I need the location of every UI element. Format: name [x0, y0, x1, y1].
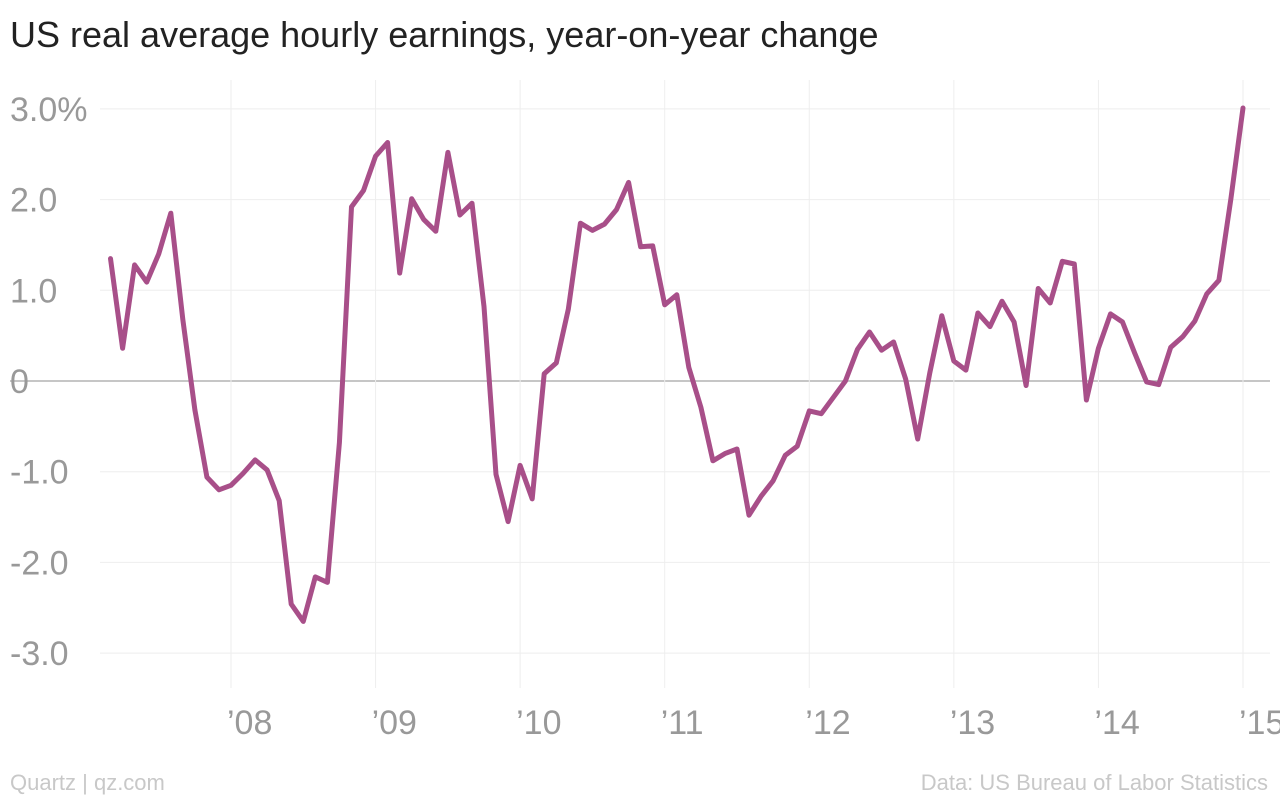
axis-labels: -3.0 -2.0 -1.0 0 1.0 2.0 3.0% ’08 ’09 ’10 ’11 ’12 ’1… [10, 91, 1280, 742]
x-tick-label: ’12 [805, 704, 850, 742]
y-tick-label: -2.0 [10, 544, 69, 582]
footer-source: Data: US Bureau of Labor Statistics [920, 770, 1268, 795]
x-tick-label: ’09 [372, 704, 417, 742]
series-layer [108, 105, 1246, 624]
y-tick-label: 3.0% [10, 91, 88, 129]
x-tick-label: ’10 [516, 704, 561, 742]
grid-lines [10, 80, 1270, 688]
y-tick-label: 0 [10, 363, 29, 401]
x-tick-label: ’15 [1239, 704, 1280, 742]
y-tick-label: -1.0 [10, 454, 69, 492]
x-tick-label: ’13 [950, 704, 995, 742]
y-tick-label: 1.0 [10, 272, 57, 310]
x-tick-label: ’08 [227, 704, 272, 742]
y-tick-label: -3.0 [10, 635, 69, 673]
y-tick-label: 2.0 [10, 182, 57, 220]
x-tick-label: ’11 [661, 704, 704, 742]
chart-title: US real average hourly earnings, year-on… [10, 14, 879, 55]
x-tick-label: ’14 [1094, 704, 1139, 742]
series-line [108, 105, 1246, 624]
footer-credit: Quartz | qz.com [10, 770, 165, 795]
